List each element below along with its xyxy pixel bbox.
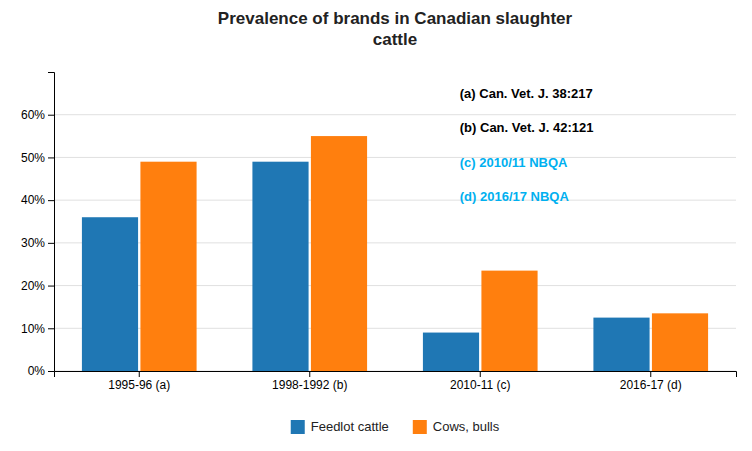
y-tick: 60% (21, 108, 54, 122)
title-line: cattle (373, 30, 417, 49)
x-tick-mark (650, 371, 651, 377)
y-tick: 40% (21, 193, 54, 207)
annotations: (a) Can. Vet. J. 38:217 (b) Can. Vet. J. … (460, 86, 594, 204)
x-tick-mark (139, 371, 140, 377)
x-axis-line (55, 372, 737, 378)
x-tick: 2010-11 (c) (450, 371, 510, 392)
y-tick-label: 50% (21, 151, 45, 165)
y-axis: 0% 10% 20% 30% 40% 50% 60% (21, 73, 55, 379)
bar (593, 318, 649, 371)
title: Prevalence of brands in Canadian slaught… (218, 9, 573, 49)
y-tick: 10% (21, 322, 54, 336)
bar (311, 136, 367, 371)
y-tick-mark (48, 243, 54, 244)
x-tick: 1998-1992 (b) (272, 371, 347, 392)
grid-line (54, 157, 736, 158)
bars (82, 136, 708, 371)
y-tick-label: 40% (21, 193, 45, 207)
y-tick-label: 20% (21, 279, 45, 293)
y-tick-mark (48, 115, 54, 116)
x-tick-mark (309, 371, 310, 377)
legend: Feedlot cattle Cows, bulls (291, 419, 500, 434)
y-tick: 50% (21, 151, 54, 165)
x-tick-label: 2016-17 (d) (620, 378, 682, 392)
x-axis: 1995-96 (a) 1998-1992 (b) 2010-11 (c) 2016-… (55, 371, 737, 392)
legend-swatch (291, 420, 305, 434)
annotation: (a) Can. Vet. J. 38:217 (460, 86, 593, 101)
bar (481, 271, 537, 371)
y-tick: 30% (21, 236, 54, 250)
bar (423, 333, 479, 371)
legend-swatch (413, 420, 427, 434)
y-tick-mark (48, 371, 54, 372)
bar (652, 313, 708, 371)
bar (140, 162, 196, 371)
x-tick-label: 1998-1992 (b) (272, 378, 347, 392)
y-tick-label: 60% (21, 108, 45, 122)
x-tick: 1995-96 (a) (108, 371, 170, 392)
plot-area: 0% 10% 20% 30% 40% 50% 60% 1995-96 (a) 1998-1992… (21, 73, 737, 392)
legend-item: Feedlot cattle (291, 419, 389, 434)
grid (54, 115, 736, 371)
legend-item: Cows, bulls (413, 419, 500, 434)
x-tick-label: 1995-96 (a) (108, 378, 170, 392)
annotation: (c) 2010/11 NBQA (460, 155, 568, 170)
y-tick-mark (48, 200, 54, 201)
bar (252, 162, 308, 371)
y-tick-label: 0% (28, 364, 46, 378)
y-tick-mark (48, 328, 54, 329)
y-tick: 20% (21, 279, 54, 293)
legend-label: Feedlot cattle (311, 419, 389, 434)
x-tick: 2016-17 (d) (620, 371, 682, 392)
chart: 0% 10% 20% 30% 40% 50% 60% 1995-96 (a) 1998-1992… (0, 0, 752, 451)
y-axis-line (48, 73, 55, 372)
y-tick: 0% (28, 364, 54, 378)
annotation: (d) 2016/17 NBQA (460, 189, 570, 204)
y-tick-label: 30% (21, 236, 45, 250)
bar (82, 217, 138, 371)
y-tick-label: 10% (21, 322, 45, 336)
x-tick-label: 2010-11 (c) (450, 378, 510, 392)
annotation: (b) Can. Vet. J. 42:121 (460, 120, 594, 135)
y-tick-mark (48, 157, 54, 158)
legend-label: Cows, bulls (433, 419, 500, 434)
y-tick-mark (48, 286, 54, 287)
x-tick-mark (480, 371, 481, 377)
bar-series (140, 136, 708, 371)
title-line: Prevalence of brands in Canadian slaught… (218, 9, 573, 28)
grid-line (54, 114, 736, 115)
